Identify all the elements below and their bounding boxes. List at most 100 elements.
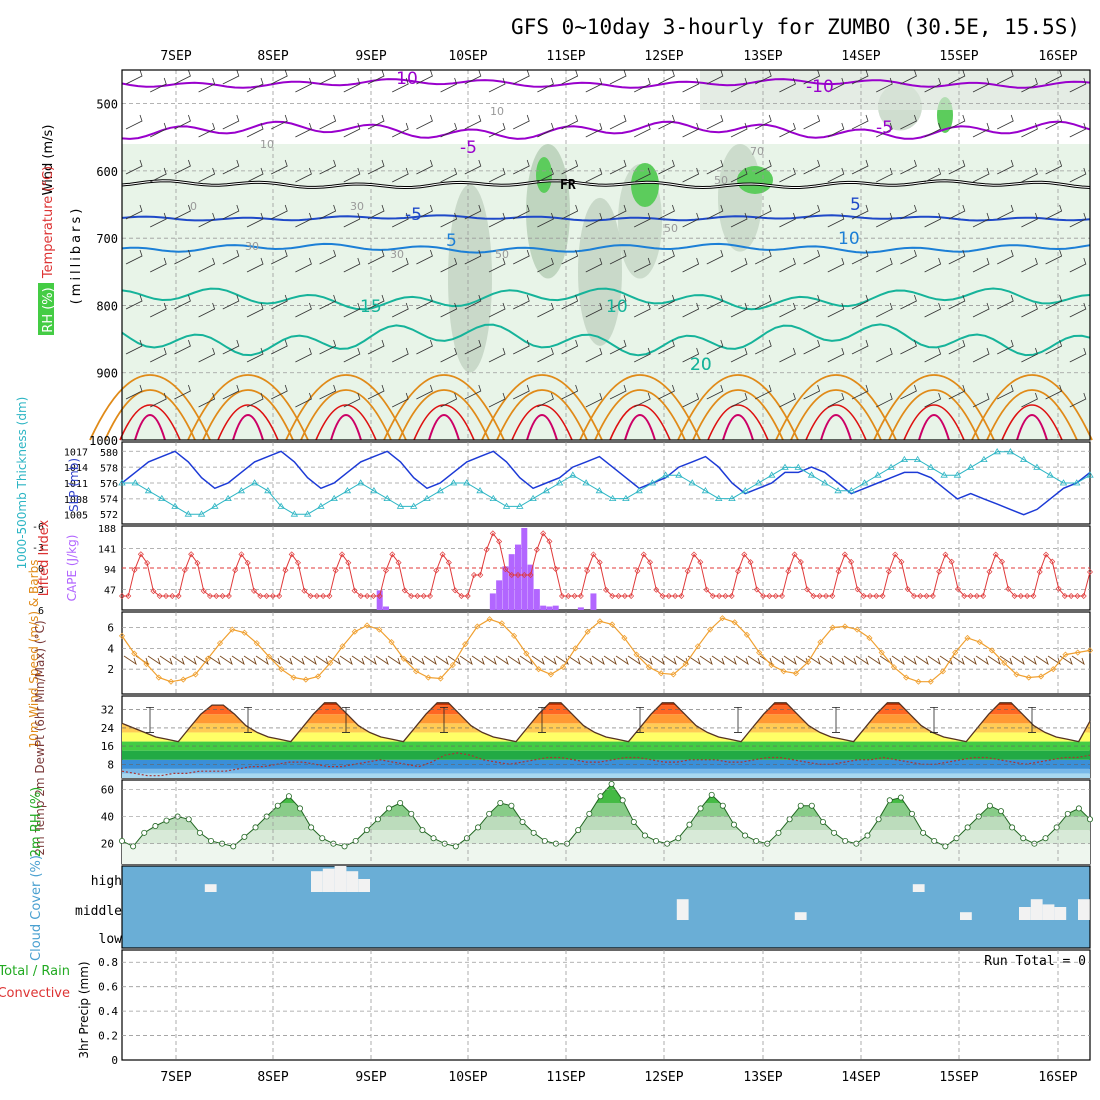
temp-line (121, 702, 1091, 743)
upper-barb-21-0 (634, 77, 651, 93)
upper-barb-33-0 (924, 77, 942, 93)
upper-barb-20-1 (609, 114, 627, 130)
wind-barb-49 (711, 655, 725, 666)
upper-barb-35-2 (972, 167, 990, 183)
cloud-level-1: middle (75, 904, 122, 919)
wind-point-44 (658, 670, 665, 677)
wind-barb-42 (627, 655, 641, 666)
li-point-43 (389, 551, 396, 558)
upper-barb-38-0 (1045, 69, 1063, 85)
thickness-point-21 (396, 502, 405, 509)
isotherm-20 (121, 323, 1091, 357)
li-point-130 (936, 568, 943, 575)
rh-point-73 (931, 837, 938, 844)
thickness-point-51 (794, 463, 802, 470)
ylabel-rh: RH (%) (41, 287, 56, 332)
thickness-point-63 (953, 471, 962, 478)
surface-arch-7-3 (820, 414, 852, 441)
upper-barb-8-6 (319, 339, 337, 355)
li-point-132 (948, 558, 955, 565)
date-bottom-1: 8SEP (257, 1070, 288, 1085)
rh-point-37 (530, 829, 537, 836)
cape-tick-2: 94 (104, 565, 116, 576)
rh-point-3 (152, 823, 159, 830)
wind-point-74 (1025, 674, 1032, 681)
li-point-127 (917, 593, 924, 599)
ylabel-temperature: Temperature (°C) (41, 166, 56, 279)
temp-errorbar-8 (930, 706, 938, 733)
upper-barb-5-5 (246, 302, 264, 318)
upper-barb-25-3 (730, 212, 748, 228)
li-point-59 (489, 530, 496, 537)
surface-arch-4-1 (496, 389, 588, 441)
upper-barb-3-3 (198, 212, 216, 228)
wind-barb-34 (531, 655, 545, 666)
cloud-high-18 (346, 871, 359, 892)
wind-barb-77 (1047, 655, 1061, 666)
upper-barb-22-7 (658, 384, 675, 400)
thickness-point-30 (516, 502, 524, 509)
rh-point-76 (964, 824, 971, 831)
upper-barb-18-0 (561, 69, 579, 85)
wind-barb-0 (123, 655, 137, 666)
upper-barb-19-7 (585, 392, 603, 408)
li-point-44 (395, 559, 402, 566)
rh-point-12 (252, 824, 259, 831)
li-point-73 (577, 593, 584, 599)
upper-barb-32-7 (900, 384, 917, 400)
upper-barb-37-7 (1021, 392, 1038, 408)
upper-barb-18-4 (561, 249, 579, 265)
upper-barb-36-6 (997, 339, 1014, 355)
li-point-128 (923, 593, 930, 599)
upper-barb-2-0 (174, 69, 191, 85)
wind-barb-7 (207, 655, 221, 666)
wind-point-4 (167, 678, 175, 685)
cape-bar-68 (546, 606, 553, 610)
temp-errorbar-7 (832, 706, 840, 733)
li-point-67 (540, 530, 547, 537)
li-point-105 (779, 593, 785, 599)
li-point-33 (326, 593, 333, 599)
li-point-76 (596, 559, 603, 566)
rh-moist-1 (631, 163, 659, 207)
wind-barb-36 (555, 655, 569, 666)
rh-point-74 (942, 843, 949, 850)
upper-barb-11-1 (392, 122, 409, 138)
surface-arch-5-3 (624, 414, 656, 441)
upper-barb-24-3 (706, 204, 724, 220)
wind-barb-8 (219, 655, 233, 666)
upper-barb-7-1 (295, 122, 312, 138)
upper-barb-1-4 (150, 257, 167, 273)
rh-point-42 (586, 810, 593, 817)
wind-point-59 (841, 623, 849, 630)
ylabel-cloud: Cloud Cover (%) (29, 855, 44, 961)
upper-barb-29-4 (827, 257, 845, 273)
isotherm-label-4: -5 (405, 205, 422, 225)
rh-point-2 (141, 829, 148, 836)
upper-barb-11-6 (392, 347, 409, 363)
thickness-point-44 (701, 487, 710, 494)
wind-barb-13 (279, 655, 293, 666)
cloud-high-17 (334, 866, 347, 892)
rh-point-54 (719, 802, 726, 809)
thickness-point-70 (1046, 471, 1054, 478)
li-point-35 (339, 551, 345, 558)
upper-barb-17-4 (537, 257, 554, 273)
upper-barb-20-3 (609, 204, 627, 220)
thickness-point-38 (622, 494, 630, 501)
upper-barb-38-3 (1045, 204, 1063, 220)
li-point-70 (559, 593, 565, 599)
li-point-2 (131, 566, 138, 573)
surface-arch-7-0 (775, 374, 897, 441)
thickness-point-62 (940, 471, 948, 478)
li-point-65 (527, 572, 534, 578)
wind-barb-57 (807, 655, 821, 666)
upper-barb-10-1 (367, 114, 385, 130)
upper-barb-35-4 (972, 257, 990, 273)
isotherm-label-0: -10 (390, 69, 418, 89)
li-point-52 (445, 559, 452, 566)
upper-barb-30-1 (851, 114, 869, 130)
date-bottom-4: 11SEP (546, 1070, 585, 1085)
rh-point-75 (953, 835, 960, 842)
wind-barb-62 (867, 655, 881, 666)
